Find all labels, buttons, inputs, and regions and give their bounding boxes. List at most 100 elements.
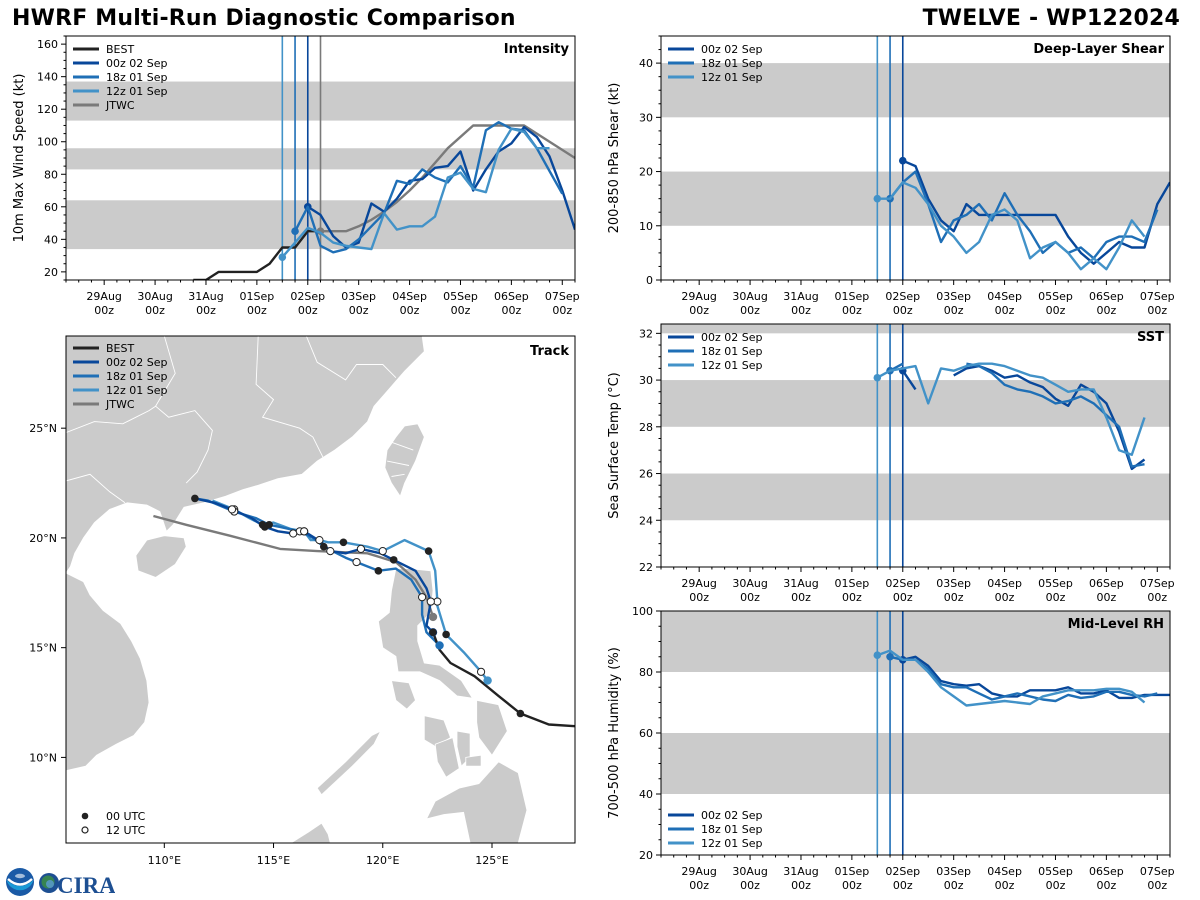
legend-label: 18z 01 Sep	[701, 57, 763, 70]
x-tick-label: 00z	[451, 304, 471, 317]
track-line-12z-01-sep	[211, 499, 489, 682]
x-tick-label: 02Sep	[885, 865, 920, 878]
x-tick-label: 02Sep	[290, 290, 325, 303]
x-tick-label: 31Aug	[783, 290, 818, 303]
track-point-00utc	[516, 709, 525, 718]
y-tick-label: 80	[44, 168, 58, 181]
x-tick-label: 03Sep	[936, 577, 971, 590]
x-tick-label: 00z	[689, 879, 709, 892]
plot-area	[661, 611, 1170, 855]
x-tick-label: 02Sep	[885, 290, 920, 303]
lon-tick-label: 125°E	[475, 854, 508, 867]
y-tick-label: 24	[639, 514, 653, 527]
y-tick-label: 60	[44, 201, 58, 214]
x-tick-label: 00z	[196, 304, 216, 317]
y-tick-label: 30	[639, 111, 653, 124]
init-point-marker	[873, 194, 882, 203]
x-tick-label: 00z	[740, 591, 760, 604]
map-frame	[65, 335, 576, 844]
x-tick-label: 06Sep	[1089, 290, 1124, 303]
threshold-band	[661, 171, 1170, 226]
init-point-marker	[886, 652, 894, 661]
legend-label: 18z 01 Sep	[106, 370, 168, 383]
plot-area	[661, 324, 1170, 567]
x-tick-label: 29Aug	[86, 290, 121, 303]
lon-tick-label: 120°E	[366, 854, 399, 867]
marker-00utc-icon	[81, 812, 89, 820]
x-tick-label: 05Sep	[1038, 865, 1073, 878]
track-point-00utc	[374, 567, 383, 575]
y-tick-label: 22	[639, 561, 653, 574]
x-tick-label: 00z	[247, 304, 267, 317]
x-tick-label: 00z	[893, 591, 913, 604]
x-tick-label: 31Aug	[783, 577, 818, 590]
panel-title: SST	[1137, 330, 1164, 345]
land-polygon	[434, 737, 460, 778]
track-point-12utc	[315, 536, 324, 545]
cira-logo-text: CIRA	[57, 873, 115, 898]
legend-label: 12z 01 Sep	[701, 837, 763, 850]
x-tick-label: 00z	[1046, 879, 1066, 892]
track-point-00utc	[442, 630, 450, 639]
land-polygon	[425, 761, 528, 843]
admin-border	[66, 405, 156, 434]
admin-border	[255, 336, 325, 460]
rh-panel: 29Aug00z30Aug00z31Aug00z01Sep00z02Sep00z…	[607, 605, 1175, 892]
x-tick-label: 00z	[791, 304, 811, 317]
track-point-12utc	[289, 529, 298, 538]
x-tick-label: 29Aug	[681, 290, 716, 303]
track-init-point	[435, 641, 444, 650]
intensity-panel: 29Aug00z30Aug00z31Aug00z01Sep00z02Sep00z…	[12, 35, 580, 317]
track-point-00utc	[424, 547, 433, 555]
track-point-12utc	[426, 597, 435, 606]
x-tick-label: 03Sep	[341, 290, 376, 303]
track-point-00utc	[319, 542, 328, 551]
x-tick-label: 00z	[893, 304, 913, 317]
storm-id-title: TWELVE - WP122024	[922, 6, 1180, 31]
plot-area	[66, 36, 575, 280]
x-tick-label: 00z	[1096, 304, 1116, 317]
x-tick-label: 07Sep	[1140, 577, 1175, 590]
x-tick-label: 00z	[1096, 591, 1116, 604]
x-tick-label: 29Aug	[681, 865, 716, 878]
y-tick-label: 40	[44, 233, 58, 246]
track-point-12utc	[352, 557, 361, 567]
y-axis-label: 200-850 hPa Shear (kt)	[607, 83, 622, 234]
x-tick-label: 01Sep	[835, 290, 870, 303]
lat-tick-label: 20°N	[29, 532, 57, 545]
y-tick-label: 20	[639, 166, 653, 179]
x-tick-label: 04Sep	[987, 577, 1022, 590]
lon-tick-label: 110°E	[148, 854, 181, 867]
x-tick-label: 00z	[552, 304, 572, 317]
x-tick-label: 00z	[995, 591, 1015, 604]
legend-label: 00z 02 Sep	[701, 809, 763, 822]
legend-label: BEST	[106, 342, 134, 355]
init-point-marker	[873, 651, 882, 660]
legend-label: 00z 02 Sep	[106, 356, 168, 369]
track-point-12utc	[476, 667, 486, 676]
series-line-12z-01-sep	[876, 649, 1146, 707]
admin-border	[387, 460, 410, 466]
x-tick-label: 00z	[944, 304, 964, 317]
x-tick-label: 00z	[1147, 591, 1167, 604]
legend-label: 18z 01 Sep	[701, 823, 763, 836]
x-tick-label: 00z	[145, 304, 165, 317]
x-tick-label: 00z	[689, 591, 709, 604]
legend-label: 18z 01 Sep	[106, 71, 168, 84]
x-tick-label: 00z	[791, 879, 811, 892]
init-point-marker	[873, 373, 882, 382]
legend-label: 12z 01 Sep	[701, 71, 763, 84]
y-tick-label: 60	[639, 727, 653, 740]
y-axis-label: Sea Surface Temp (°C)	[607, 372, 622, 519]
x-tick-label: 00z	[740, 879, 760, 892]
track-point-12utc	[378, 546, 387, 556]
x-tick-label: 06Sep	[1089, 577, 1124, 590]
x-tick-label: 00z	[1046, 304, 1066, 317]
marker-legend-label: 12 UTC	[106, 824, 146, 837]
init-point-marker	[291, 227, 299, 235]
legend-label: 00z 02 Sep	[701, 331, 763, 344]
